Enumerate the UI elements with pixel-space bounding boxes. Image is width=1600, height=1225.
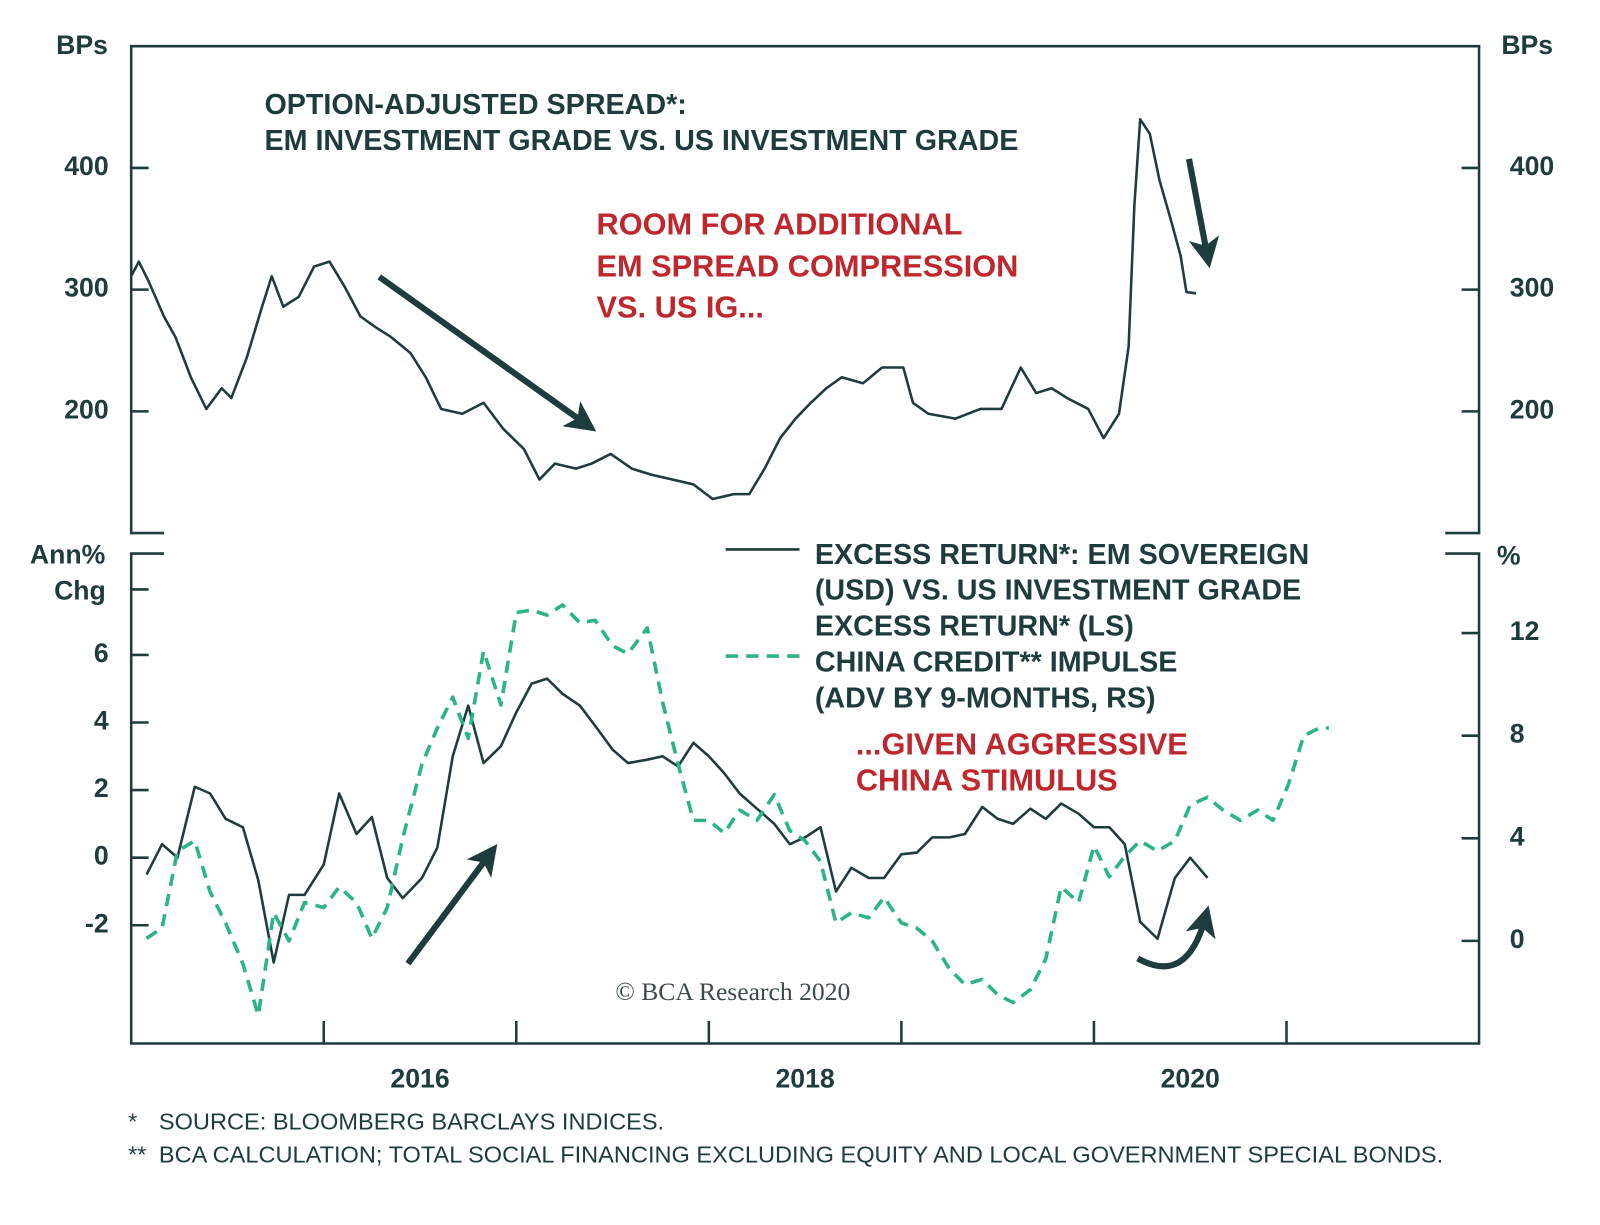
y-tick-label: 400 bbox=[64, 151, 108, 181]
annotation: CHINA STIMULUS bbox=[856, 762, 1118, 797]
y-tick-label: 6 bbox=[94, 638, 109, 668]
credit: © BCA Research 2020 bbox=[615, 977, 850, 1006]
legend-label: EXCESS RETURN*: EM SOVEREIGN (USD) VS. U… bbox=[814, 538, 1310, 642]
y-axis-label: Chg bbox=[54, 576, 106, 606]
arrow bbox=[1136, 905, 1216, 970]
y2-tick-label: 300 bbox=[1510, 273, 1554, 303]
arrow bbox=[377, 274, 597, 432]
y-tick-label: 4 bbox=[94, 706, 109, 736]
y2-axis-label: BPs bbox=[1501, 30, 1553, 60]
title-line: OPTION-ADJUSTED SPREAD*: bbox=[264, 89, 686, 121]
legend: EXCESS RETURN*: EM SOVEREIGN (USD) VS. U… bbox=[815, 536, 1368, 715]
top-frame bbox=[129, 44, 1481, 535]
y-axis-label: Ann% bbox=[30, 540, 105, 570]
footnote-box: * SOURCE: BLOOMBERG BARCLAYS INDICES. ** B… bbox=[128, 1105, 1594, 1171]
footnote: * SOURCE: BLOOMBERG BARCLAYS INDICES. bbox=[128, 1105, 1594, 1138]
y2-tick-label: 0 bbox=[1510, 924, 1525, 954]
y2-tick-label: 8 bbox=[1510, 719, 1525, 749]
y2-axis-label: % bbox=[1497, 541, 1521, 571]
x-tick-label: 2018 bbox=[776, 1063, 835, 1093]
series-line bbox=[145, 603, 1329, 1018]
footnote-text: SOURCE: BLOOMBERG BARCLAYS INDICES. bbox=[158, 1108, 665, 1135]
arrow bbox=[405, 844, 498, 966]
annotation: EM SPREAD COMPRESSION bbox=[597, 249, 1019, 284]
annotation: VS. US IG... bbox=[597, 290, 764, 325]
footnote: ** BCA CALCULATION; TOTAL SOCIAL FINANCIN… bbox=[128, 1138, 1594, 1171]
legend-box: EXCESS RETURN*: EM SOVEREIGN (USD) VS. U… bbox=[815, 536, 1368, 715]
series-line bbox=[130, 117, 1197, 501]
footnote-mark: * bbox=[128, 1108, 138, 1135]
x-tick-label: 2016 bbox=[390, 1063, 449, 1093]
y2-tick-label: 4 bbox=[1510, 821, 1525, 851]
footnote-mark: ** bbox=[128, 1140, 147, 1168]
y-tick-label: 2 bbox=[94, 773, 109, 803]
y-axis-label: BPs bbox=[56, 30, 108, 60]
y2-tick-label: 12 bbox=[1510, 616, 1540, 646]
y-tick-label: -2 bbox=[85, 908, 109, 938]
bottom-frame bbox=[129, 552, 1481, 1045]
x-tick-label: 2020 bbox=[1161, 1063, 1220, 1093]
annotation: ROOM FOR ADDITIONAL bbox=[597, 207, 963, 242]
y-tick-label: 300 bbox=[64, 273, 108, 303]
y-tick-label: 200 bbox=[64, 394, 108, 424]
annotation: ...GIVEN AGGRESSIVE bbox=[856, 726, 1188, 761]
y-tick-label: 0 bbox=[94, 841, 109, 871]
y2-tick-label: 400 bbox=[1510, 151, 1554, 181]
footnotes: * SOURCE: BLOOMBERG BARCLAYS INDICES. ** B… bbox=[128, 1105, 1594, 1171]
footnote-text: BCA CALCULATION; TOTAL SOCIAL FINANCING … bbox=[158, 1140, 1444, 1168]
title-line: EM INVESTMENT GRADE VS. US INVESTMENT GR… bbox=[264, 125, 1018, 157]
y2-tick-label: 200 bbox=[1510, 394, 1554, 424]
legend-label: CHINA CREDIT** IMPULSE (ADV BY 9-MONTHS,… bbox=[814, 645, 1178, 714]
arrow bbox=[1185, 158, 1220, 269]
